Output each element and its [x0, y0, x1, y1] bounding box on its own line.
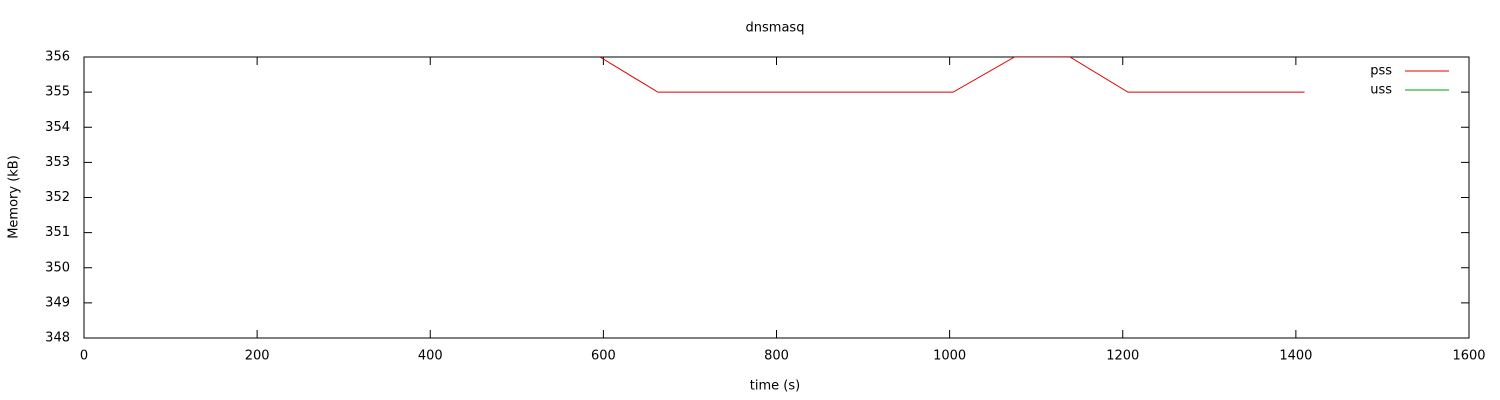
y-tick-label: 349 [45, 295, 70, 310]
y-tick-label: 353 [45, 155, 70, 170]
x-tick-label: 1200 [1106, 349, 1139, 364]
legend-label: uss [1370, 83, 1392, 98]
series-line [599, 57, 1305, 93]
y-tick-label: 348 [45, 331, 70, 346]
y-tick-label: 355 [45, 85, 70, 100]
plot-area [599, 57, 1305, 93]
y-tick-label: 356 [45, 50, 70, 65]
x-tick-label: 600 [591, 349, 616, 364]
x-tick-label: 1000 [933, 349, 966, 364]
plot-frame [83, 56, 1470, 339]
y-tick-label: 352 [45, 190, 70, 205]
y-tick-label: 354 [45, 120, 70, 135]
x-tick-label: 200 [245, 349, 270, 364]
x-tick-label: 400 [418, 349, 443, 364]
x-tick-label: 1600 [1452, 349, 1485, 364]
x-axis-label: time (s) [750, 379, 800, 394]
chart-title: dnsmasq [746, 21, 805, 36]
y-axis-label: Memory (kB) [7, 155, 22, 239]
legend-label: pss [1370, 64, 1392, 79]
y-tick-label: 351 [45, 225, 70, 240]
x-tick-label: 800 [764, 349, 789, 364]
x-tick-label: 0 [80, 349, 88, 364]
y-tick-label: 350 [45, 260, 70, 275]
x-tick-label: 1400 [1279, 349, 1312, 364]
